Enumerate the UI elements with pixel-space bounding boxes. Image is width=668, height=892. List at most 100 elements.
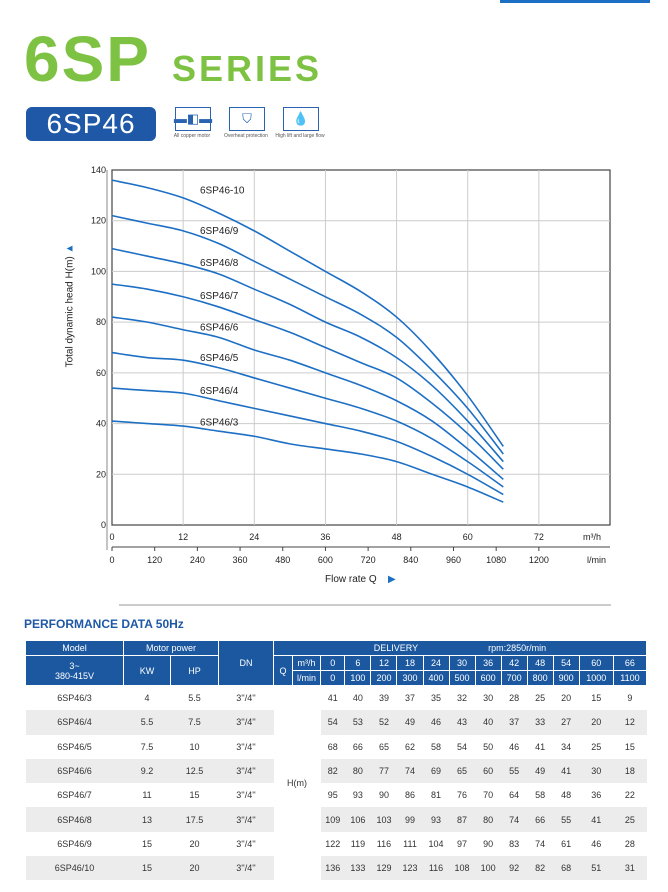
model-cell: 6SP46/9 <box>57 838 92 849</box>
x2-tick-label: 360 <box>233 555 248 565</box>
head-value-cell: 116 <box>376 838 392 849</box>
flow-m3h-header: 24 <box>422 655 450 671</box>
head-value-cell: 66 <box>527 807 554 832</box>
q-header: Q <box>273 655 293 686</box>
x2-tick-label: 720 <box>361 555 376 565</box>
delivery-header: DELIVERY rpm:2850r/min <box>273 640 647 656</box>
kw-cell: 4 <box>144 693 150 704</box>
flow-lmin-header: 400 <box>422 670 450 686</box>
head-value-cell: 95 <box>327 790 338 801</box>
head-value-cell: 18 <box>613 758 647 784</box>
flow-lmin-header: 700 <box>500 670 528 686</box>
head-value-cell: 81 <box>431 790 442 801</box>
y-tick-label: 100 <box>91 266 106 276</box>
head-value-cell: 30 <box>579 758 614 784</box>
head-value-cell: 65 <box>449 758 476 784</box>
head-value-cell: 74 <box>501 807 528 832</box>
hp-cell: 12.5 <box>170 758 219 784</box>
table-row: 6SP46/7 11 15 3''/4'' 95 93 90 86 81 76 70 64 58 48 36… <box>26 783 647 807</box>
y-tick-label: 120 <box>91 216 106 226</box>
flow-lmin-header: 300 <box>396 670 424 686</box>
flow-m3h-header: 18 <box>396 655 424 671</box>
head-value-cell: 133 <box>344 856 371 881</box>
x-tick-label: 60 <box>463 532 473 542</box>
head-value-cell: 77 <box>370 758 397 784</box>
x2-tick-label: 240 <box>190 555 205 565</box>
x2-tick-label: 120 <box>147 555 162 565</box>
head-value-cell: 28 <box>624 838 635 849</box>
head-value-cell: 61 <box>561 838 572 849</box>
table-row: 6SP46/4 5.5 7.5 3''/4'' 54 53 52 49 46 43 40 37 33 27… <box>25 710 647 735</box>
x2-tick-label: 600 <box>318 555 333 565</box>
dn-cell: 3''/4'' <box>218 758 274 784</box>
hp-cell: 15 <box>189 790 200 801</box>
model-cell: 6SP46/10 <box>25 856 124 881</box>
dn-cell: 3''/4'' <box>236 838 256 849</box>
model-cell: 6SP46/4 <box>25 710 124 735</box>
performance-table: Model Motor power DN DELIVERY rpm:2850r/m… <box>25 640 648 881</box>
head-value-cell: 100 <box>475 856 502 881</box>
curve-6SP46-6 <box>111 316 504 480</box>
arrow-right-icon: ▶ <box>388 574 396 585</box>
flow-m3h-header: 36 <box>474 655 502 671</box>
flow-m3h-header: 12 <box>370 655 398 671</box>
head-value-cell: 54 <box>320 710 345 735</box>
head-value-cell: 34 <box>561 741 572 752</box>
x-tick-label: 48 <box>392 532 402 542</box>
hp-cell: 20 <box>170 856 219 881</box>
y-tick-label: 20 <box>96 469 106 479</box>
head-value-cell: 41 <box>327 693 338 704</box>
water-flow-icon: 💧 <box>283 107 319 131</box>
curve-label: 6SP46/8 <box>200 258 239 269</box>
head-value-cell: 46 <box>423 710 450 735</box>
flow-m3h-header: 6 <box>344 655 372 671</box>
flow-lmin-header: 1000 <box>578 670 614 686</box>
y-tick-label: 0 <box>101 520 106 530</box>
head-value-cell: 20 <box>561 693 572 704</box>
shield-check-icon: ⛉ <box>229 107 265 131</box>
head-value-cell: 28 <box>509 693 520 704</box>
flow-lmin-header: 500 <box>448 670 476 686</box>
head-value-cell: 15 <box>591 693 602 704</box>
head-value-cell: 25 <box>535 693 546 704</box>
head-value-cell: 76 <box>457 790 468 801</box>
head-value-cell: 22 <box>624 790 635 801</box>
head-value-cell: 87 <box>449 807 476 832</box>
head-value-cell: 103 <box>370 807 397 832</box>
x2-tick-label: 1080 <box>486 555 506 565</box>
head-value-cell: 108 <box>449 856 476 881</box>
hp-cell: 17.5 <box>170 807 219 832</box>
dn-cell: 3''/4'' <box>218 710 274 735</box>
head-value-cell: 106 <box>344 807 371 832</box>
x2-tick-label: 480 <box>275 555 290 565</box>
head-value-cell: 41 <box>553 758 580 784</box>
head-value-cell: 55 <box>553 807 580 832</box>
table-row: 6SP46/10 15 20 3''/4'' 136 133 129 123 116 108 100… <box>25 856 647 881</box>
x2-unit-label: l/min <box>587 555 606 565</box>
feature-label: Overheat protection <box>224 133 268 139</box>
model-badge: 6SP46 <box>26 107 156 141</box>
head-value-cell: 58 <box>431 741 442 752</box>
unit-lmin: l/min <box>292 670 321 686</box>
x2-tick-label: 0 <box>109 555 114 565</box>
kw-cell: 5.5 <box>123 710 171 735</box>
voltage-header: 3~ 380-415V <box>25 655 124 686</box>
head-value-cell: 33 <box>527 710 554 735</box>
y-tick-label: 60 <box>96 368 106 378</box>
head-value-cell: 37 <box>404 693 415 704</box>
head-value-cell: 119 <box>350 838 366 849</box>
head-value-cell: 93 <box>352 790 363 801</box>
head-value-cell: 43 <box>449 710 476 735</box>
x2-tick-label: 960 <box>446 555 461 565</box>
head-value-cell: 122 <box>325 838 341 849</box>
head-value-cell: 104 <box>428 838 444 849</box>
x-unit-label: m³/h <box>583 532 601 542</box>
x-axis-label: Flow rate Q <box>325 574 377 585</box>
table-row: 6SP46/6 9.2 12.5 3''/4'' 82 80 77 74 69 65 60 55 49 4… <box>25 758 647 784</box>
head-value-cell: 136 <box>320 856 345 881</box>
head-value-cell: 20 <box>579 710 614 735</box>
table-title: PERFORMANCE DATA 50Hz <box>24 617 184 631</box>
dn-cell: 3''/4'' <box>236 693 256 704</box>
dn-cell: 3''/4'' <box>218 856 274 881</box>
